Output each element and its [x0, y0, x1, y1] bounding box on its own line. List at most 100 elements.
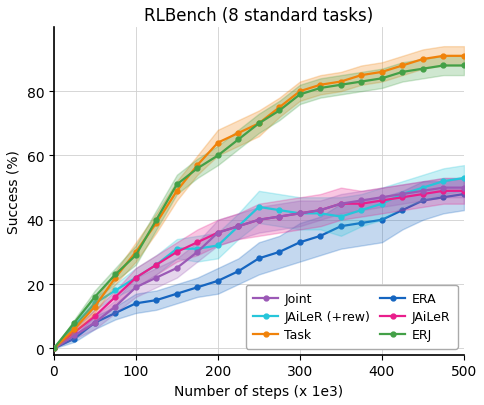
- ERJ: [420, 67, 426, 72]
- Legend: Joint, JAiLeR (+rew), Task, ERA, JAiLeR, ERJ: Joint, JAiLeR (+rew), Task, ERA, JAiLeR,…: [246, 285, 458, 349]
- Joint: [153, 275, 159, 280]
- Task: [174, 189, 180, 194]
- Line: ERJ: ERJ: [51, 64, 467, 351]
- ERJ: [215, 153, 221, 158]
- ERA: [256, 256, 262, 261]
- Task: [153, 221, 159, 226]
- ERJ: [461, 64, 467, 69]
- JAiLeR: [276, 215, 282, 220]
- Y-axis label: Success (%): Success (%): [7, 149, 21, 233]
- JAiLeR: [92, 314, 98, 319]
- ERA: [420, 198, 426, 203]
- JAiLeR (+rew): [236, 224, 242, 229]
- JAiLeR (+rew): [338, 215, 344, 220]
- ERJ: [359, 80, 364, 85]
- JAiLeR: [195, 240, 200, 245]
- JAiLeR (+rew): [92, 301, 98, 306]
- ERJ: [236, 138, 242, 143]
- JAiLeR (+rew): [51, 346, 57, 351]
- JAiLeR (+rew): [399, 192, 405, 197]
- Line: Task: Task: [51, 54, 467, 351]
- JAiLeR: [420, 192, 426, 197]
- ERA: [359, 221, 364, 226]
- Joint: [461, 186, 467, 191]
- JAiLeR (+rew): [276, 208, 282, 213]
- Joint: [174, 266, 180, 271]
- Task: [276, 106, 282, 111]
- JAiLeR: [174, 250, 180, 255]
- ERA: [112, 311, 118, 315]
- ERJ: [379, 77, 385, 81]
- X-axis label: Number of steps (x 1e3): Number of steps (x 1e3): [174, 384, 344, 398]
- Task: [359, 73, 364, 78]
- JAiLeR: [256, 218, 262, 223]
- Joint: [112, 305, 118, 309]
- Joint: [72, 333, 77, 338]
- Joint: [215, 230, 221, 235]
- ERA: [297, 240, 303, 245]
- Joint: [359, 198, 364, 203]
- JAiLeR: [297, 211, 303, 216]
- ERA: [72, 337, 77, 341]
- JAiLeR: [153, 263, 159, 268]
- JAiLeR: [133, 275, 139, 280]
- JAiLeR (+rew): [318, 211, 323, 216]
- Line: JAiLeR (+rew): JAiLeR (+rew): [51, 176, 467, 351]
- Joint: [338, 202, 344, 207]
- Joint: [236, 224, 242, 229]
- JAiLeR (+rew): [359, 208, 364, 213]
- ERA: [92, 320, 98, 325]
- ERJ: [51, 346, 57, 351]
- JAiLeR: [215, 230, 221, 235]
- Task: [256, 122, 262, 126]
- Task: [420, 58, 426, 62]
- Task: [338, 80, 344, 85]
- Task: [399, 64, 405, 69]
- Task: [318, 83, 323, 88]
- Line: ERA: ERA: [51, 192, 467, 351]
- ERJ: [72, 320, 77, 325]
- JAiLeR: [112, 295, 118, 300]
- ERA: [379, 218, 385, 223]
- Task: [440, 54, 446, 59]
- JAiLeR (+rew): [112, 288, 118, 293]
- ERA: [215, 279, 221, 284]
- Joint: [318, 208, 323, 213]
- JAiLeR: [236, 224, 242, 229]
- Title: RLBench (8 standard tasks): RLBench (8 standard tasks): [144, 7, 374, 25]
- ERA: [153, 298, 159, 303]
- ERA: [318, 234, 323, 239]
- ERJ: [112, 272, 118, 277]
- ERJ: [153, 218, 159, 223]
- ERA: [338, 224, 344, 229]
- JAiLeR (+rew): [174, 247, 180, 252]
- Task: [461, 54, 467, 59]
- Joint: [420, 189, 426, 194]
- JAiLeR: [379, 198, 385, 203]
- JAiLeR (+rew): [440, 179, 446, 184]
- ERA: [195, 285, 200, 290]
- Task: [297, 90, 303, 94]
- Task: [195, 163, 200, 168]
- ERA: [174, 292, 180, 296]
- JAiLeR (+rew): [133, 275, 139, 280]
- Joint: [379, 195, 385, 200]
- Joint: [256, 218, 262, 223]
- Joint: [440, 186, 446, 191]
- Task: [133, 250, 139, 255]
- Line: JAiLeR: JAiLeR: [51, 189, 467, 351]
- Line: Joint: Joint: [51, 186, 467, 351]
- ERJ: [318, 86, 323, 91]
- ERJ: [338, 83, 344, 88]
- Joint: [195, 250, 200, 255]
- JAiLeR: [338, 202, 344, 207]
- ERA: [461, 192, 467, 197]
- JAiLeR: [461, 189, 467, 194]
- ERJ: [399, 70, 405, 75]
- ERJ: [174, 183, 180, 188]
- ERJ: [276, 109, 282, 114]
- Task: [92, 305, 98, 309]
- JAiLeR (+rew): [420, 186, 426, 191]
- Task: [51, 346, 57, 351]
- Joint: [51, 346, 57, 351]
